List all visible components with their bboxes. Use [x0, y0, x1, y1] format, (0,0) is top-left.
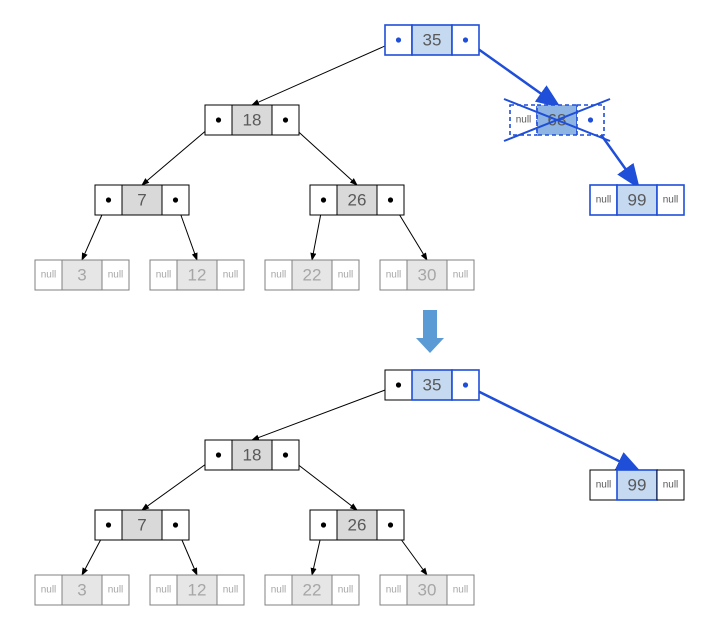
node-value: 30	[418, 266, 437, 285]
node-value: 12	[188, 581, 207, 600]
tree-edge	[252, 385, 399, 440]
node-value: 35	[423, 376, 442, 395]
node-value: 22	[303, 266, 322, 285]
node-value: 3	[77, 266, 86, 285]
dot-icon	[396, 382, 401, 387]
null-label: null	[453, 585, 469, 596]
node-value: 18	[243, 446, 262, 465]
node-value: 26	[348, 516, 367, 535]
null-label: null	[338, 585, 354, 596]
node-value: 7	[137, 516, 146, 535]
node-value: 7	[137, 191, 146, 210]
null-label: null	[108, 585, 124, 596]
node-value: 26	[348, 191, 367, 210]
dot-icon	[588, 117, 593, 122]
tree-node: 7	[95, 510, 189, 540]
dot-icon	[216, 452, 221, 457]
tree-node: 3 null null	[35, 575, 129, 605]
dot-icon	[388, 522, 393, 527]
null-label: null	[223, 585, 239, 596]
null-label: null	[156, 585, 172, 596]
tree-node: 12 null null	[150, 575, 244, 605]
null-label: null	[271, 585, 287, 596]
tree-node: 7	[95, 185, 189, 215]
null-label: null	[156, 270, 172, 281]
null-label: null	[663, 480, 679, 491]
tree-node: 26	[310, 185, 404, 215]
transition-arrow-icon	[416, 310, 444, 353]
tree-node: 35	[385, 25, 479, 55]
null-label: null	[386, 270, 402, 281]
bst-delete-diagram: 35 68null 99 null null 18 7 26 3 null null 12 null nu…	[0, 0, 723, 617]
null-label: null	[271, 270, 287, 281]
dot-icon	[463, 37, 468, 42]
nodes-layer: 35 68null 99 null null 18 7 26 3 null null 12 null nu…	[35, 25, 684, 605]
null-label: null	[596, 195, 612, 206]
tree-node: 35	[385, 370, 479, 400]
dot-icon	[463, 382, 468, 387]
null-label: null	[223, 270, 239, 281]
tree-node: 18	[205, 440, 299, 470]
dot-icon	[173, 522, 178, 527]
node-value: 3	[77, 581, 86, 600]
dot-icon	[106, 522, 111, 527]
tree-node: 18	[205, 105, 299, 135]
null-label: null	[108, 270, 124, 281]
tree-node: 3 null null	[35, 260, 129, 290]
tree-edge	[466, 385, 638, 470]
null-label: null	[596, 480, 612, 491]
tree-node: 99 null null	[590, 185, 684, 215]
node-value: 99	[628, 476, 647, 495]
tree-edge	[252, 40, 399, 105]
dot-icon	[283, 117, 288, 122]
dot-icon	[283, 452, 288, 457]
null-label: null	[338, 270, 354, 281]
node-value: 99	[628, 191, 647, 210]
node-value: 35	[423, 31, 442, 50]
tree-node: 22 null null	[265, 575, 359, 605]
node-value: 22	[303, 581, 322, 600]
dot-icon	[106, 197, 111, 202]
null-label: null	[41, 270, 57, 281]
null-label: null	[453, 270, 469, 281]
tree-node: 12 null null	[150, 260, 244, 290]
tree-node: 22 null null	[265, 260, 359, 290]
null-label: null	[386, 585, 402, 596]
node-value: 12	[188, 266, 207, 285]
dot-icon	[216, 117, 221, 122]
dot-icon	[388, 197, 393, 202]
extra-layer	[416, 310, 444, 353]
node-value: 30	[418, 581, 437, 600]
tree-node: 68null	[504, 99, 610, 141]
null-label: null	[41, 585, 57, 596]
dot-icon	[173, 197, 178, 202]
tree-node: 26	[310, 510, 404, 540]
tree-node: 99 null null	[590, 470, 684, 500]
dot-icon	[321, 522, 326, 527]
dot-icon	[396, 37, 401, 42]
tree-node: 30 null null	[380, 575, 474, 605]
null-label: null	[516, 115, 532, 126]
null-label: null	[663, 195, 679, 206]
tree-node: 30 null null	[380, 260, 474, 290]
node-value: 18	[243, 111, 262, 130]
dot-icon	[321, 197, 326, 202]
